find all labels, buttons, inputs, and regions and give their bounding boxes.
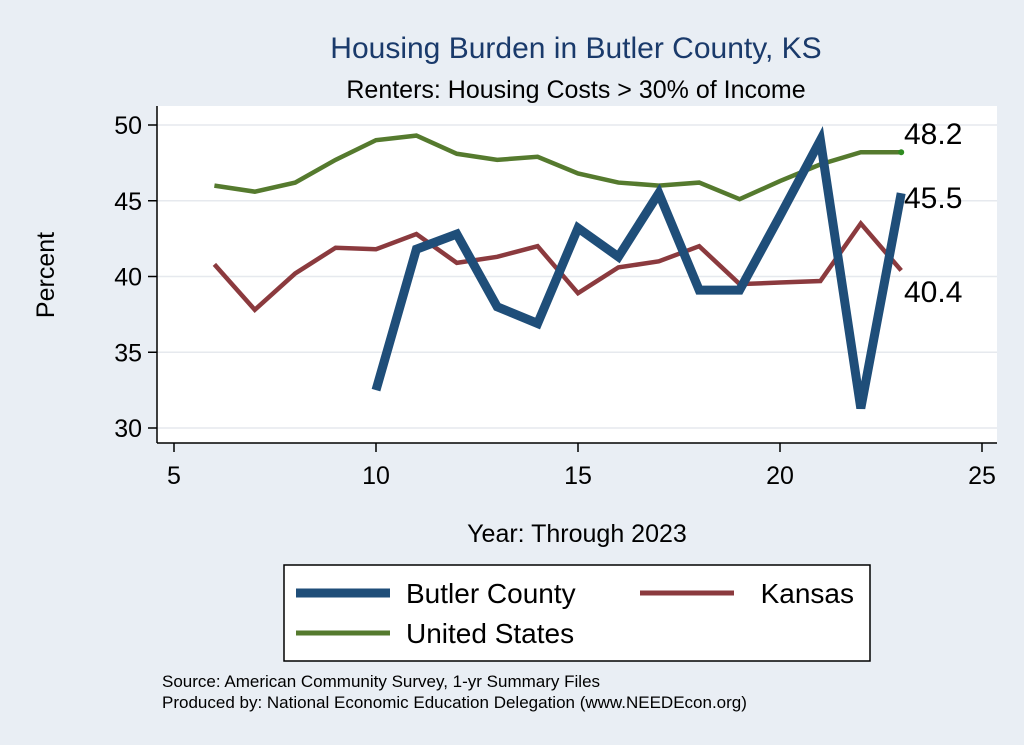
gridlines [157,124,997,429]
legend-label-butler-county: Butler County [406,578,576,609]
x-tick-label: 10 [362,462,390,490]
end-label-kansas: 40.4 [904,276,962,309]
x-tick-label: 20 [766,462,794,490]
legend-label-united-states: United States [406,618,574,649]
x-tick-label: 5 [167,462,181,490]
y-axis-label: Percent [32,232,60,318]
legend-label-kansas: Kansas [761,578,854,609]
end-labels: 45.5 40.4 48.2 [904,118,962,309]
y-tick-label: 35 [114,339,142,367]
y-axis-ticks: 30 35 40 45 50 [114,112,157,443]
chart-title: Housing Burden in Butler County, KS [330,32,821,65]
series-line-united-states [214,133,902,202]
plot-area [157,106,997,443]
y-tick-label: 50 [114,112,142,140]
x-axis-ticks: 5 10 15 20 25 [167,443,996,490]
legend-box [283,564,871,662]
y-tick-label: 30 [114,415,142,443]
legend: Butler County Kansas United States [283,564,871,662]
end-marker-united-states [898,149,905,156]
x-tick-label: 25 [968,462,996,490]
chart-subtitle: Renters: Housing Costs > 30% of Income [346,76,805,104]
source-note: Source: American Community Survey, 1-yr … [162,672,600,691]
series-layer [212,126,906,410]
end-label-united-states: 48.2 [904,118,962,151]
y-tick-label: 40 [114,264,142,292]
producer-note: Produced by: National Economic Education… [162,693,747,712]
x-axis-label: Year: Through 2023 [467,520,687,548]
x-tick-label: 15 [564,462,592,490]
y-tick-label: 45 [114,188,142,216]
series-line-butler-county [371,126,906,410]
end-label-butler-county: 45.5 [904,182,962,215]
